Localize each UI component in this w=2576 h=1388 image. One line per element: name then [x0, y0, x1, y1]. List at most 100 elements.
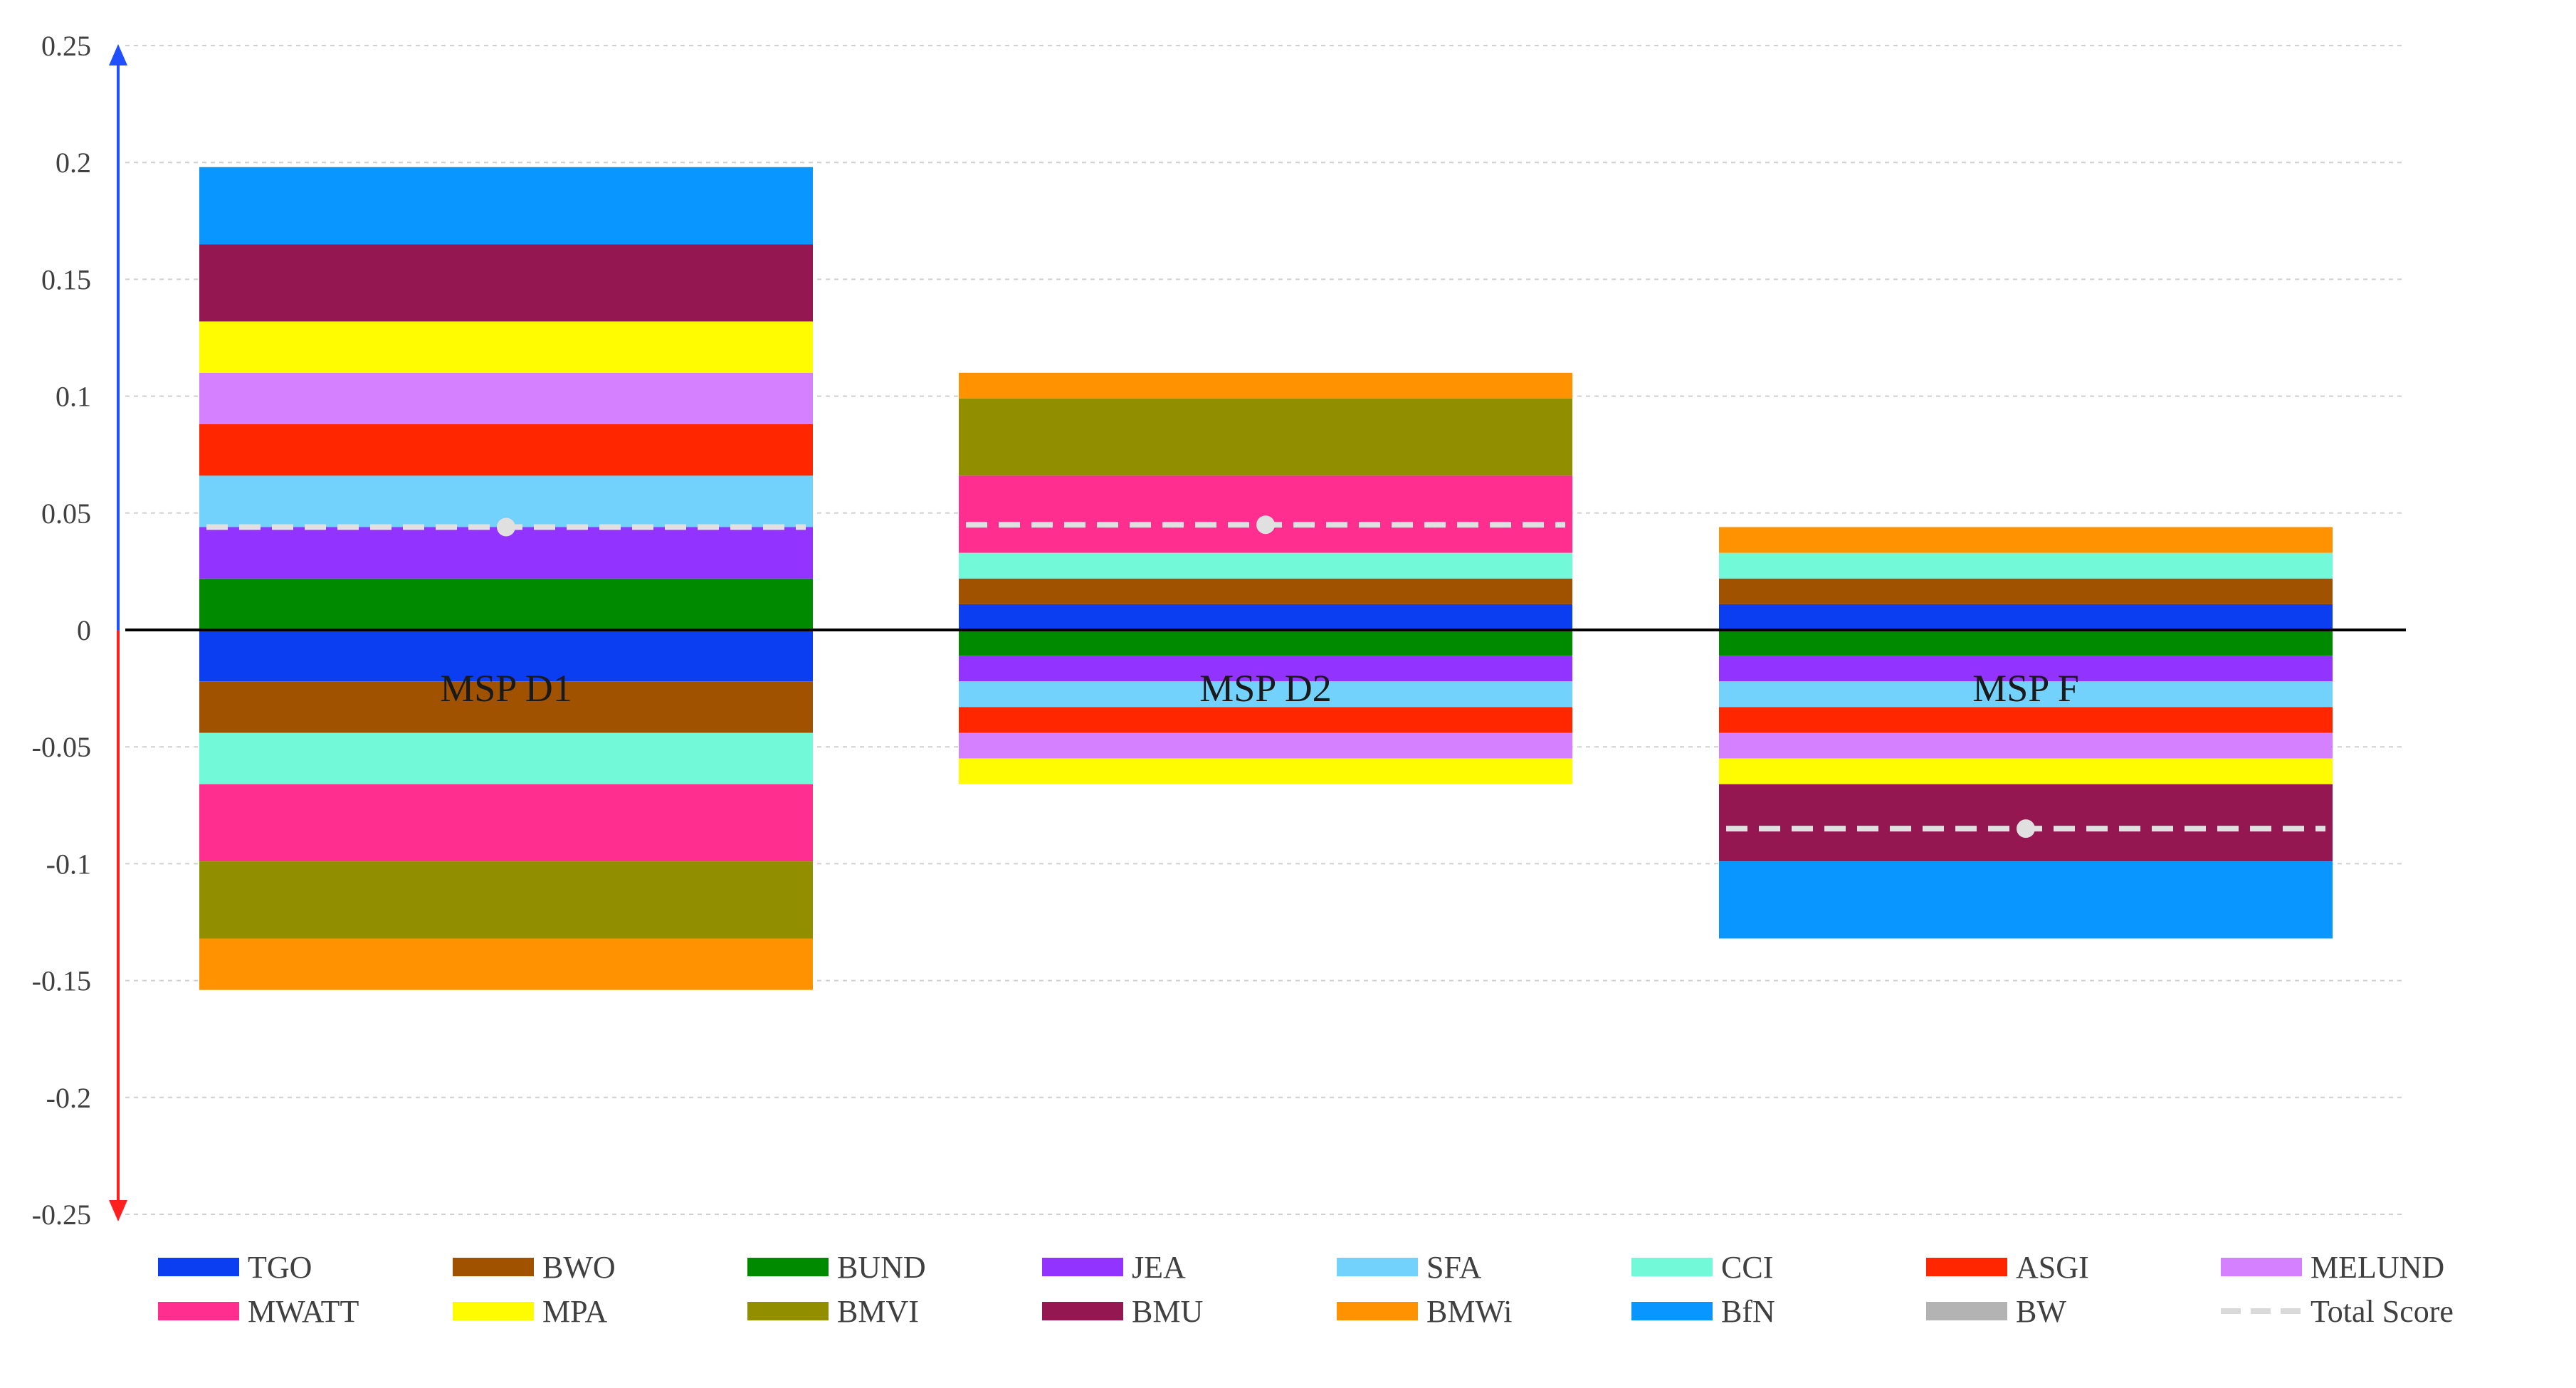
legend-label: BW — [2016, 1294, 2066, 1329]
bar-segment-asgi — [1719, 707, 2333, 733]
bar-segment-cci — [199, 732, 813, 784]
y-tick-label: 0.15 — [41, 263, 91, 295]
total-score-point — [2017, 819, 2035, 838]
legend-swatch — [1631, 1258, 1713, 1276]
legend-item-bwo: BWO — [453, 1250, 616, 1285]
bar-segment-melund — [959, 732, 1572, 759]
legend-label: BWO — [542, 1250, 616, 1285]
down-arrowhead-icon — [109, 1200, 127, 1221]
legend-label: BfN — [1721, 1294, 1775, 1329]
bar-segment-mwatt — [959, 475, 1572, 553]
y-tick-label: -0.05 — [32, 731, 91, 763]
bar-segment-tgo — [1719, 604, 2333, 630]
legend-label: MWATT — [248, 1294, 359, 1329]
category-label: MSP D2 — [1199, 667, 1332, 710]
legend-swatch — [1631, 1302, 1713, 1320]
bar-segment-bmvi — [199, 861, 813, 939]
y-tick-label: -0.1 — [46, 848, 91, 880]
legend-item-bfn: BfN — [1631, 1294, 1775, 1329]
bar-segment-jea — [959, 656, 1572, 682]
legend-item-bund: BUND — [747, 1250, 926, 1285]
y-tick-label: 0.2 — [56, 147, 91, 179]
legend-label: SFA — [1426, 1250, 1482, 1285]
y-tick-label: 0.05 — [41, 498, 91, 530]
vertical-axis-arrows — [109, 44, 127, 1221]
legend-label: BMWi — [1426, 1294, 1512, 1329]
bar-group-msp-d1 — [199, 167, 813, 990]
bar-segment-bmwi — [199, 938, 813, 990]
legend-swatch — [1042, 1258, 1123, 1276]
total-score-point — [1256, 515, 1275, 535]
bar-segment-sfa — [959, 681, 1572, 708]
bar-segment-bfn — [199, 167, 813, 245]
bar-segment-sfa — [1719, 681, 2333, 708]
legend-label: CCI — [1721, 1250, 1773, 1285]
bar-segment-cci — [959, 552, 1572, 579]
legend-item-jea: JEA — [1042, 1250, 1186, 1285]
bar-group-msp-f — [1719, 527, 2333, 939]
y-tick-label: 0.1 — [56, 381, 91, 413]
legend-label: Total Score — [2310, 1294, 2454, 1329]
bar-segment-bwo — [1719, 578, 2333, 604]
bar-segment-mpa — [959, 758, 1572, 784]
bar-segment-melund — [1719, 732, 2333, 759]
legend-label: MPA — [542, 1294, 608, 1329]
total-score-point — [497, 517, 515, 537]
bar-segment-bmu — [199, 244, 813, 322]
legend-item-bw: BW — [1926, 1294, 2066, 1329]
category-label: MSP F — [1972, 667, 2079, 710]
up-arrowhead-icon — [109, 44, 127, 65]
bar-segment-bwo — [199, 681, 813, 733]
legend-swatch — [1926, 1258, 2007, 1276]
bar-segment-bmwi — [1719, 527, 2333, 553]
legend-swatch — [1337, 1258, 1418, 1276]
legend-swatch — [747, 1302, 829, 1320]
legend-item-mwatt: MWATT — [158, 1294, 359, 1329]
bar-segment-mwatt — [199, 784, 813, 862]
y-tick-label: -0.2 — [46, 1082, 91, 1114]
bar-segment-bund — [1719, 630, 2333, 656]
bars — [199, 167, 2333, 990]
legend-swatch — [1926, 1302, 2007, 1320]
bar-segment-tgo — [959, 604, 1572, 630]
y-tick-label: 0.25 — [41, 30, 91, 62]
bar-segment-bmwi — [959, 372, 1572, 399]
legend-item-total-score: Total Score — [2221, 1294, 2454, 1329]
bar-segment-mpa — [199, 321, 813, 373]
bar-segment-asgi — [199, 424, 813, 476]
category-label: MSP D1 — [440, 667, 572, 710]
bar-segment-bund — [959, 630, 1572, 656]
legend-swatch — [1337, 1302, 1418, 1320]
legend-label: JEA — [1132, 1250, 1186, 1285]
legend-swatch — [158, 1302, 239, 1320]
y-tick-label: -0.25 — [32, 1199, 91, 1231]
legend-item-bmwi: BMWi — [1337, 1294, 1512, 1329]
legend-label: MELUND — [2310, 1250, 2444, 1285]
bar-segment-asgi — [959, 707, 1572, 733]
bar-segment-melund — [199, 372, 813, 425]
legend-label: BMVI — [837, 1294, 919, 1329]
bar-segment-bwo — [959, 578, 1572, 604]
bar-segment-bfn — [1719, 861, 2333, 939]
legend-label: ASGI — [2016, 1250, 2089, 1285]
legend-item-bmvi: BMVI — [747, 1294, 919, 1329]
legend-swatch — [453, 1258, 534, 1276]
legend-swatch — [453, 1302, 534, 1320]
bar-labels: MSP D1 MSP D2 MSP F — [440, 667, 2079, 710]
bar-segment-jea — [1719, 656, 2333, 682]
legend-label: BUND — [837, 1250, 926, 1285]
bar-segment-cci — [1719, 552, 2333, 579]
legend-item-cci: CCI — [1631, 1250, 1773, 1285]
y-axis-ticks: 0.25 0.2 0.15 0.1 0.05 0 -0.05 -0.1 -0.15 -0.2 -0.… — [32, 30, 91, 1231]
legend-item-sfa: SFA — [1337, 1250, 1482, 1285]
legend-swatch — [2221, 1258, 2302, 1276]
legend-label: BMU — [1132, 1294, 1203, 1329]
bar-segment-tgo — [199, 630, 813, 682]
bar-segment-bmvi — [959, 398, 1572, 476]
bar-segment-bund — [199, 578, 813, 630]
legend-swatch — [1042, 1302, 1123, 1320]
bar-segment-mpa — [1719, 758, 2333, 784]
y-tick-label: 0 — [77, 614, 91, 646]
legend-swatch — [158, 1258, 239, 1276]
